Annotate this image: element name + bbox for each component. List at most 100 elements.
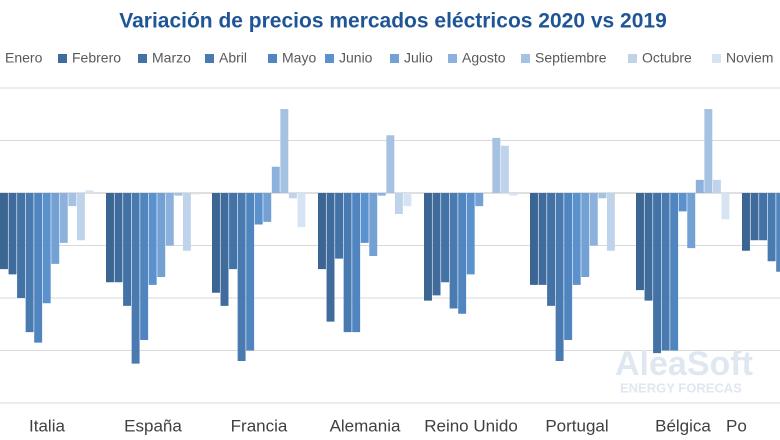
legend-label: Abril <box>219 50 247 66</box>
bar <box>687 193 696 249</box>
bar <box>229 193 238 270</box>
x-tick-label: Po <box>726 416 747 435</box>
bar <box>759 193 768 241</box>
legend-label: Agosto <box>462 50 506 66</box>
x-tick-label: España <box>124 416 182 435</box>
bar <box>742 193 750 251</box>
bar <box>509 193 518 196</box>
chart-title: Variación de precios mercados eléctricos… <box>119 10 667 33</box>
bar <box>148 193 157 285</box>
bar <box>68 193 77 207</box>
bar <box>191 193 200 195</box>
bar <box>377 193 386 196</box>
bar <box>352 193 361 333</box>
bar <box>165 193 174 246</box>
bar <box>0 193 8 270</box>
bar <box>500 145 509 193</box>
bar <box>254 193 263 225</box>
bar <box>85 190 94 193</box>
bar <box>51 193 60 264</box>
bar <box>182 193 191 251</box>
bar <box>598 193 607 199</box>
bar <box>441 193 450 283</box>
bar <box>530 193 538 285</box>
bar <box>123 193 132 306</box>
bar <box>369 193 378 256</box>
bar <box>114 193 123 283</box>
legend-swatch <box>390 54 399 63</box>
bar <box>174 193 183 196</box>
bar <box>466 193 475 275</box>
x-tick-label: Portugal <box>545 416 608 435</box>
legend-swatch <box>325 54 334 63</box>
bar <box>581 193 590 277</box>
bar <box>458 193 467 314</box>
bar <box>403 193 412 207</box>
bar <box>721 193 730 220</box>
x-tick-label: Italia <box>29 416 65 435</box>
bar <box>25 193 34 333</box>
bar <box>661 193 670 351</box>
bar <box>220 193 229 306</box>
bar <box>343 193 352 333</box>
bar <box>76 193 85 241</box>
bar <box>449 193 458 309</box>
legend-swatch <box>268 54 277 63</box>
legend-label: Marzo <box>152 50 191 66</box>
bar <box>386 135 395 193</box>
legend-swatch <box>138 54 147 63</box>
bar <box>157 193 166 277</box>
bar <box>360 193 369 243</box>
bar <box>432 193 441 296</box>
bar <box>589 193 598 246</box>
legend-label: Junio <box>339 50 373 66</box>
bar <box>297 193 306 228</box>
bar <box>263 193 272 222</box>
bar <box>636 193 644 291</box>
bar <box>271 166 280 193</box>
bar <box>712 179 721 193</box>
bar <box>237 193 246 361</box>
bar <box>42 193 51 304</box>
bar <box>34 193 43 343</box>
bar <box>653 193 662 354</box>
bar <box>670 193 679 351</box>
bar <box>538 193 547 285</box>
bar <box>767 193 776 262</box>
bar <box>424 193 432 301</box>
bar <box>704 109 713 193</box>
bar <box>280 109 289 193</box>
bar <box>750 193 759 241</box>
bar <box>17 193 26 298</box>
watermark: AleaSoft <box>615 345 753 383</box>
legend-label: Febrero <box>72 50 121 66</box>
legend-label: Enero <box>5 50 43 66</box>
bar <box>606 193 615 251</box>
bar <box>644 193 653 301</box>
legend-swatch <box>521 54 530 63</box>
bar <box>564 193 573 340</box>
x-tick-label: Alemania <box>330 416 401 435</box>
bar <box>131 193 140 364</box>
bar <box>326 193 335 322</box>
bar <box>8 193 17 275</box>
legend-swatch <box>58 54 67 63</box>
legend-label: Septiembre <box>535 50 607 66</box>
bar <box>318 193 326 270</box>
bar <box>695 179 704 193</box>
bar <box>547 193 556 306</box>
bar <box>140 193 149 340</box>
legend-swatch <box>448 54 457 63</box>
x-tick-label: Reino Unido <box>424 416 518 435</box>
bar <box>475 193 484 207</box>
legend-swatch <box>205 54 214 63</box>
legend-label: Noviem <box>726 50 773 66</box>
bar <box>776 193 780 272</box>
x-tick-label: Bélgica <box>655 416 711 435</box>
legend-label: Mayo <box>282 50 316 66</box>
bar <box>212 193 220 293</box>
bar <box>678 193 687 212</box>
bar <box>106 193 114 283</box>
legend-label: Octubre <box>642 50 692 66</box>
